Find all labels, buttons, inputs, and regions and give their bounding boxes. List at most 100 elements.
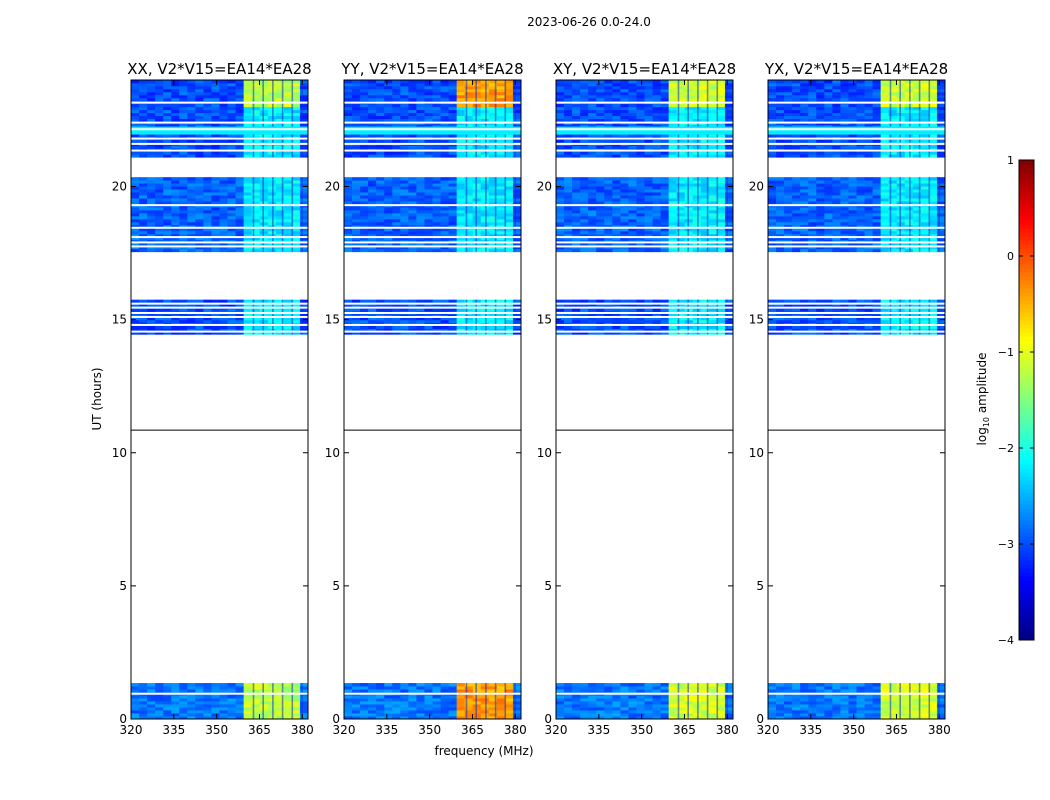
heatmap-cell <box>596 233 605 238</box>
heatmap-cell <box>424 103 433 108</box>
heatmap-cell <box>504 704 514 708</box>
heatmap-cell <box>376 713 385 717</box>
heatmap-cell <box>219 224 228 229</box>
heatmap-cell <box>275 139 285 143</box>
heatmap-cell <box>456 91 466 96</box>
heatmap-cell <box>440 695 449 699</box>
heatmap-cell <box>716 328 726 332</box>
heatmap-cell <box>384 180 393 184</box>
heatmap-cell <box>432 145 441 149</box>
heatmap-cell <box>368 133 377 137</box>
heatmap-cell <box>612 97 621 102</box>
heatmap-cell <box>636 133 645 137</box>
heatmap-cell <box>440 177 449 181</box>
heatmap-cell <box>636 233 645 238</box>
heatmap-cell <box>660 314 670 318</box>
heatmap-cell <box>283 319 293 324</box>
heatmap-cell <box>612 133 621 137</box>
heatmap-cell <box>179 124 188 128</box>
heatmap-cell <box>392 118 401 122</box>
heatmap-cell <box>424 314 433 318</box>
heatmap-cell <box>432 695 441 699</box>
heatmap-cell <box>612 248 621 253</box>
heatmap-cell <box>211 224 220 229</box>
heatmap-cell <box>408 88 417 93</box>
heatmap-cell <box>588 698 597 702</box>
heatmap-cell <box>392 701 401 705</box>
heatmap-cell <box>564 686 573 690</box>
heatmap-cell <box>504 716 514 719</box>
heatmap-cell <box>131 80 140 84</box>
heatmap-cell <box>660 106 670 111</box>
heatmap-cell <box>376 94 385 99</box>
heatmap-cell <box>660 704 670 708</box>
heatmap-cell <box>400 319 409 324</box>
heatmap-cell <box>195 686 204 690</box>
heatmap-cell <box>235 109 245 114</box>
heatmap-cell <box>596 212 605 217</box>
heatmap-cell <box>716 109 726 114</box>
heatmap-cell <box>692 716 702 719</box>
flagged-row <box>131 692 308 695</box>
heatmap-cell <box>636 299 645 303</box>
heatmap-cell <box>456 701 466 705</box>
heatmap-cell <box>163 195 172 199</box>
heatmap-cell <box>456 325 466 329</box>
heatmap-cell <box>612 221 621 226</box>
heatmap-cell <box>235 103 245 108</box>
heatmap-cell <box>360 215 369 220</box>
heatmap-cell <box>660 183 670 187</box>
heatmap-cell <box>636 198 645 202</box>
heatmap-cell <box>636 115 645 120</box>
heatmap-cell <box>344 183 353 187</box>
heatmap-cell <box>147 209 156 214</box>
heatmap-cell <box>504 124 514 128</box>
heatmap-cell <box>147 319 156 324</box>
heatmap-cell <box>275 183 285 187</box>
heatmap-cell <box>179 245 188 250</box>
heatmap-cell <box>227 224 236 229</box>
heatmap-cell <box>496 177 506 181</box>
heatmap-cell <box>283 316 293 321</box>
heatmap-cell <box>716 236 726 241</box>
heatmap-cell <box>724 308 733 312</box>
heatmap-cell <box>299 316 308 321</box>
heatmap-cell <box>644 328 653 332</box>
heatmap-cell <box>620 233 629 238</box>
heatmap-cell <box>352 139 361 143</box>
heatmap-cell <box>131 224 140 229</box>
heatmap-cell <box>352 221 361 226</box>
heatmap-cell <box>612 698 621 702</box>
heatmap-cell <box>147 118 156 122</box>
heatmap-cell <box>163 710 172 714</box>
heatmap-cell <box>440 85 449 90</box>
heatmap-cell <box>652 189 661 193</box>
heatmap-cell <box>440 328 449 332</box>
heatmap-cell <box>432 683 441 687</box>
heatmap-cell <box>267 704 277 708</box>
heatmap-cell <box>299 212 308 217</box>
heatmap-cell <box>504 248 514 253</box>
heatmap-cell <box>448 103 458 108</box>
heatmap-cell <box>211 94 220 99</box>
heatmap-cell <box>612 192 621 196</box>
heatmap-cell <box>580 103 589 108</box>
heatmap-cell <box>596 112 605 117</box>
heatmap-cell <box>604 106 613 111</box>
heatmap-cell <box>652 198 661 202</box>
heatmap-cell <box>235 115 245 120</box>
heatmap-cell <box>275 133 285 137</box>
heatmap-cell <box>628 236 637 241</box>
heatmap-cell <box>219 177 228 181</box>
heatmap-cell <box>612 201 621 205</box>
heatmap-cell <box>291 97 301 102</box>
heatmap-cell <box>227 103 236 108</box>
heatmap-cell <box>376 186 385 190</box>
heatmap-cell <box>464 103 474 108</box>
heatmap-cell <box>291 233 301 238</box>
heatmap-cell <box>556 145 565 149</box>
heatmap-cell <box>408 145 417 149</box>
heatmap-cell <box>299 151 308 155</box>
heatmap-cell <box>155 124 164 128</box>
heatmap-cell <box>464 189 474 193</box>
